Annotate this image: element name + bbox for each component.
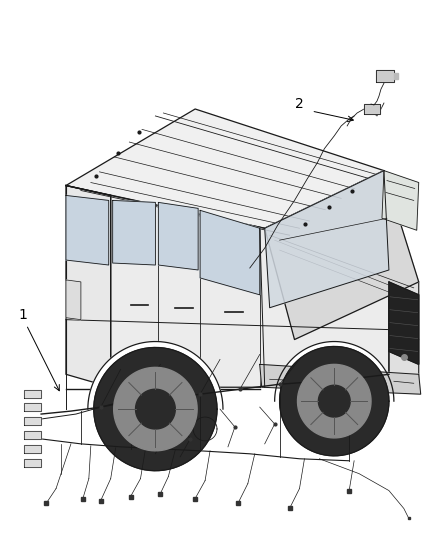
Polygon shape xyxy=(394,73,398,79)
Polygon shape xyxy=(66,109,384,228)
Polygon shape xyxy=(114,367,197,451)
Polygon shape xyxy=(260,365,421,394)
Polygon shape xyxy=(382,171,419,230)
Polygon shape xyxy=(24,403,41,411)
Polygon shape xyxy=(135,389,175,429)
Polygon shape xyxy=(24,417,41,425)
Polygon shape xyxy=(24,445,41,453)
Polygon shape xyxy=(66,280,81,320)
Text: 1: 1 xyxy=(19,308,28,322)
Polygon shape xyxy=(24,390,41,398)
Polygon shape xyxy=(318,385,350,417)
Polygon shape xyxy=(297,365,371,438)
Polygon shape xyxy=(66,196,109,265)
Polygon shape xyxy=(279,346,389,456)
Polygon shape xyxy=(66,185,111,387)
Polygon shape xyxy=(364,104,380,114)
Text: 2: 2 xyxy=(295,97,304,111)
Polygon shape xyxy=(159,203,198,270)
Polygon shape xyxy=(111,196,389,387)
Polygon shape xyxy=(389,270,419,387)
Polygon shape xyxy=(24,459,41,467)
Polygon shape xyxy=(88,342,223,409)
Polygon shape xyxy=(389,282,419,365)
Polygon shape xyxy=(113,200,155,265)
Polygon shape xyxy=(265,171,389,308)
Polygon shape xyxy=(200,211,260,295)
Polygon shape xyxy=(94,348,217,471)
Polygon shape xyxy=(265,171,419,340)
Polygon shape xyxy=(275,342,394,401)
Polygon shape xyxy=(376,70,394,82)
Polygon shape xyxy=(24,431,41,439)
